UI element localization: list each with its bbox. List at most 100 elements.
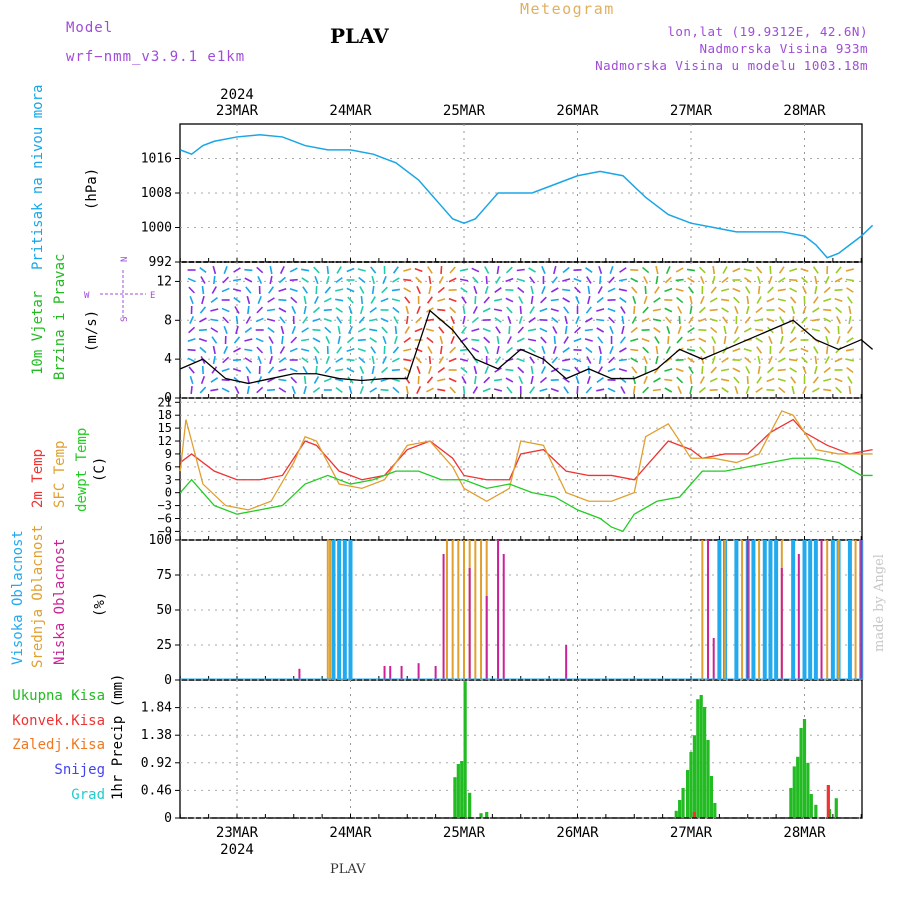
wind-barb [675, 267, 684, 273]
wind-barb [370, 346, 377, 354]
top-date-label: 27MAR [670, 103, 713, 119]
wind-barb [335, 277, 343, 283]
compass-north-label: N [120, 257, 130, 262]
wind-barb [686, 338, 696, 342]
wind-barb [734, 326, 739, 334]
wind-barb [823, 378, 832, 382]
wind-barb [778, 386, 786, 394]
wind-barb [369, 337, 377, 343]
wind-barb [358, 316, 366, 324]
cloud-mid-bar [445, 540, 448, 680]
wind-barb [709, 308, 718, 312]
wind-barb [381, 366, 389, 374]
wind-barb [360, 295, 364, 305]
top-date-label: 26MAR [556, 103, 599, 119]
wind-barb [291, 325, 296, 335]
wind-barb [428, 365, 432, 375]
wind-barb [609, 265, 614, 275]
wind-barb [834, 357, 843, 363]
wind-barb [723, 335, 727, 345]
wind-barb [212, 355, 216, 365]
bottom-title: PLAV [330, 862, 366, 877]
wind-barb [200, 356, 206, 364]
wind-barb [721, 357, 729, 363]
wind-barb [733, 376, 740, 384]
precip-tick-label: 1.84 [141, 701, 172, 716]
wind-barb [346, 348, 355, 352]
wind-barb [777, 298, 786, 302]
wind-barb [528, 347, 536, 353]
wind-barb [223, 325, 228, 335]
wind-barb [609, 346, 614, 354]
wind-barb [246, 385, 250, 395]
wind-barb [845, 278, 854, 282]
wind-barb [394, 325, 398, 335]
wind-barb [269, 345, 273, 355]
wind-barb [471, 347, 480, 353]
wind-barb [393, 316, 399, 324]
wind-barb [596, 308, 605, 312]
wind-barb [221, 307, 230, 313]
wind-barb [791, 305, 796, 315]
wind-barb [199, 346, 207, 354]
wind-barb [811, 328, 820, 332]
cloud-high-bar [751, 540, 756, 680]
wind-barb [313, 266, 320, 274]
wind-barb [428, 355, 432, 365]
wind-barb [598, 265, 603, 275]
wind-barb [789, 287, 798, 293]
wind-barb [221, 367, 230, 373]
wind-barb [721, 307, 729, 313]
bottom-date-label: 25MAR [443, 825, 486, 841]
wind-barb [199, 317, 207, 323]
wind-barb [599, 275, 602, 285]
wind-barb [643, 295, 648, 305]
wind-barb [745, 366, 751, 374]
wind-barb [302, 316, 309, 324]
wind-barb [644, 285, 647, 295]
wind-barb [483, 336, 491, 344]
wind-barb [530, 295, 534, 305]
wind-barb [371, 275, 376, 285]
wind-barb [652, 308, 662, 312]
wind-barb [562, 278, 571, 282]
wind-barb [835, 386, 842, 394]
wind-barb [811, 387, 820, 393]
wind-barb [744, 356, 752, 364]
precip-total-bar [709, 776, 714, 818]
wind-barb [846, 296, 853, 304]
wind-barb [529, 276, 536, 284]
wind-barb [485, 275, 488, 285]
wind-barb [720, 298, 730, 302]
wind-barb [541, 286, 546, 294]
wind-barb [688, 366, 694, 374]
wind-barb [187, 357, 196, 363]
wind-barb [348, 326, 353, 334]
bottom-date-label: 28MAR [783, 825, 826, 841]
wind-speed-line [179, 309, 874, 385]
wind-barb [528, 317, 536, 323]
wind-barb [211, 286, 217, 294]
wind-barb [630, 338, 639, 342]
wind-barb [609, 326, 614, 334]
cloud-mid-bar [741, 540, 744, 680]
wind-barb [823, 366, 831, 374]
wind-barb [484, 285, 489, 295]
wind-barb [494, 317, 502, 323]
precip-total-bar [806, 762, 810, 818]
wind-barb [278, 356, 287, 364]
wind-barb [198, 338, 208, 342]
wind-barb [289, 367, 298, 373]
wind-barb [337, 325, 341, 335]
wind-barb [440, 265, 443, 275]
cloud-mid-bar [451, 540, 454, 680]
wind-barb [597, 336, 604, 344]
wind-barb [710, 366, 717, 374]
temp-unit-label: (C) [92, 457, 108, 482]
wind-barb [812, 296, 819, 304]
wind-barb [403, 358, 412, 362]
wind-barb [712, 265, 716, 275]
wind-barb [449, 306, 457, 314]
precip-conv-bar [692, 812, 697, 818]
temp-tick-label: 6 [165, 460, 172, 474]
